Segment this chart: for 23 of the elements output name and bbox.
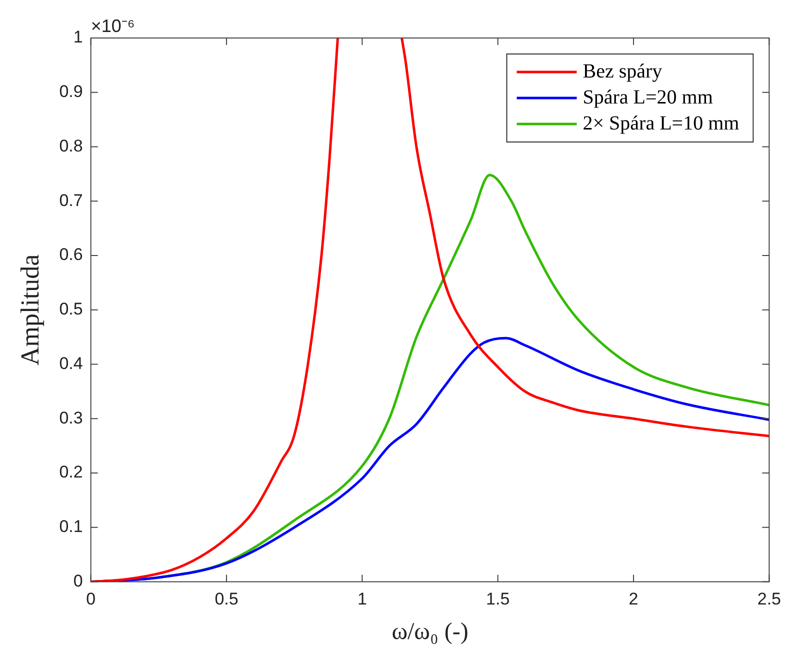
x-tick-label: 1.5 bbox=[486, 590, 510, 609]
y-tick-label: 1 bbox=[73, 28, 83, 47]
x-tick-label: 2 bbox=[628, 590, 638, 609]
x-axis-title: ω/ω₀ (-) bbox=[392, 618, 468, 645]
x-tick-label: 1 bbox=[357, 590, 367, 609]
legend-label: 2× Spára L=10 mm bbox=[582, 112, 740, 134]
y-tick-label: 0.9 bbox=[59, 82, 83, 102]
y-tick-label: 0 bbox=[73, 571, 83, 590]
legend-label: Spára L=20 mm bbox=[582, 86, 714, 108]
legend-label: Bez spáry bbox=[582, 60, 662, 82]
y-tick-label: 0.1 bbox=[59, 517, 83, 536]
y-tick-label: 0.4 bbox=[59, 354, 83, 373]
x-tick-label: 0 bbox=[86, 590, 96, 609]
x-tick-label: 0.5 bbox=[214, 590, 238, 609]
y-axis-title: Amplituda bbox=[15, 254, 44, 366]
text: ×10⁻⁶ bbox=[90, 16, 135, 36]
y-tick-label: 0.2 bbox=[59, 462, 83, 482]
y-tick-label: 0.8 bbox=[59, 136, 83, 156]
y-tick-label: 0.5 bbox=[59, 300, 83, 319]
x-tick-label: 2.5 bbox=[757, 590, 782, 609]
y-tick-label: 0.6 bbox=[59, 245, 83, 264]
y-tick-label: 0.3 bbox=[59, 408, 83, 428]
y-tick-label: 0.7 bbox=[59, 190, 83, 210]
